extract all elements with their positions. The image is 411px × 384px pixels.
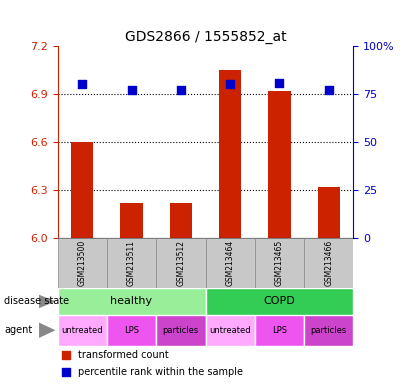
Bar [206,288,353,315]
Bar [58,238,107,288]
Bar [255,238,304,288]
Point [178,87,184,93]
Bar [58,288,206,315]
Text: GSM213500: GSM213500 [78,240,87,286]
Title: GDS2866 / 1555852_at: GDS2866 / 1555852_at [125,30,286,44]
Text: transformed count: transformed count [78,350,169,360]
Bar [71,142,93,238]
Bar [304,315,353,346]
Polygon shape [39,295,55,308]
Text: agent: agent [4,325,32,335]
Point [227,81,233,88]
Text: GSM213512: GSM213512 [176,240,185,286]
Bar [107,315,156,346]
Bar [120,203,143,238]
Bar [318,187,340,238]
Polygon shape [39,323,55,338]
Text: LPS: LPS [124,326,139,335]
Bar [58,315,107,346]
Point [79,81,85,88]
Text: GSM213466: GSM213466 [324,240,333,286]
Bar [255,315,304,346]
Bar [304,238,353,288]
Text: GSM213464: GSM213464 [226,240,235,286]
Bar [156,238,206,288]
Text: particles: particles [163,326,199,335]
Bar [107,238,156,288]
Bar [206,238,255,288]
Point [63,369,70,375]
Text: GSM213465: GSM213465 [275,240,284,286]
Text: LPS: LPS [272,326,287,335]
Point [276,79,283,86]
Bar [156,315,206,346]
Text: GSM213511: GSM213511 [127,240,136,286]
Text: disease state: disease state [4,296,69,306]
Point [128,87,135,93]
Text: untreated: untreated [209,326,251,335]
Point [63,352,70,358]
Bar [206,315,255,346]
Text: particles: particles [311,326,347,335]
Text: healthy: healthy [111,296,152,306]
Point [326,87,332,93]
Text: COPD: COPD [263,296,296,306]
Text: untreated: untreated [61,326,103,335]
Bar [219,70,241,238]
Text: percentile rank within the sample: percentile rank within the sample [78,366,243,377]
Bar [268,91,291,238]
Bar [170,203,192,238]
